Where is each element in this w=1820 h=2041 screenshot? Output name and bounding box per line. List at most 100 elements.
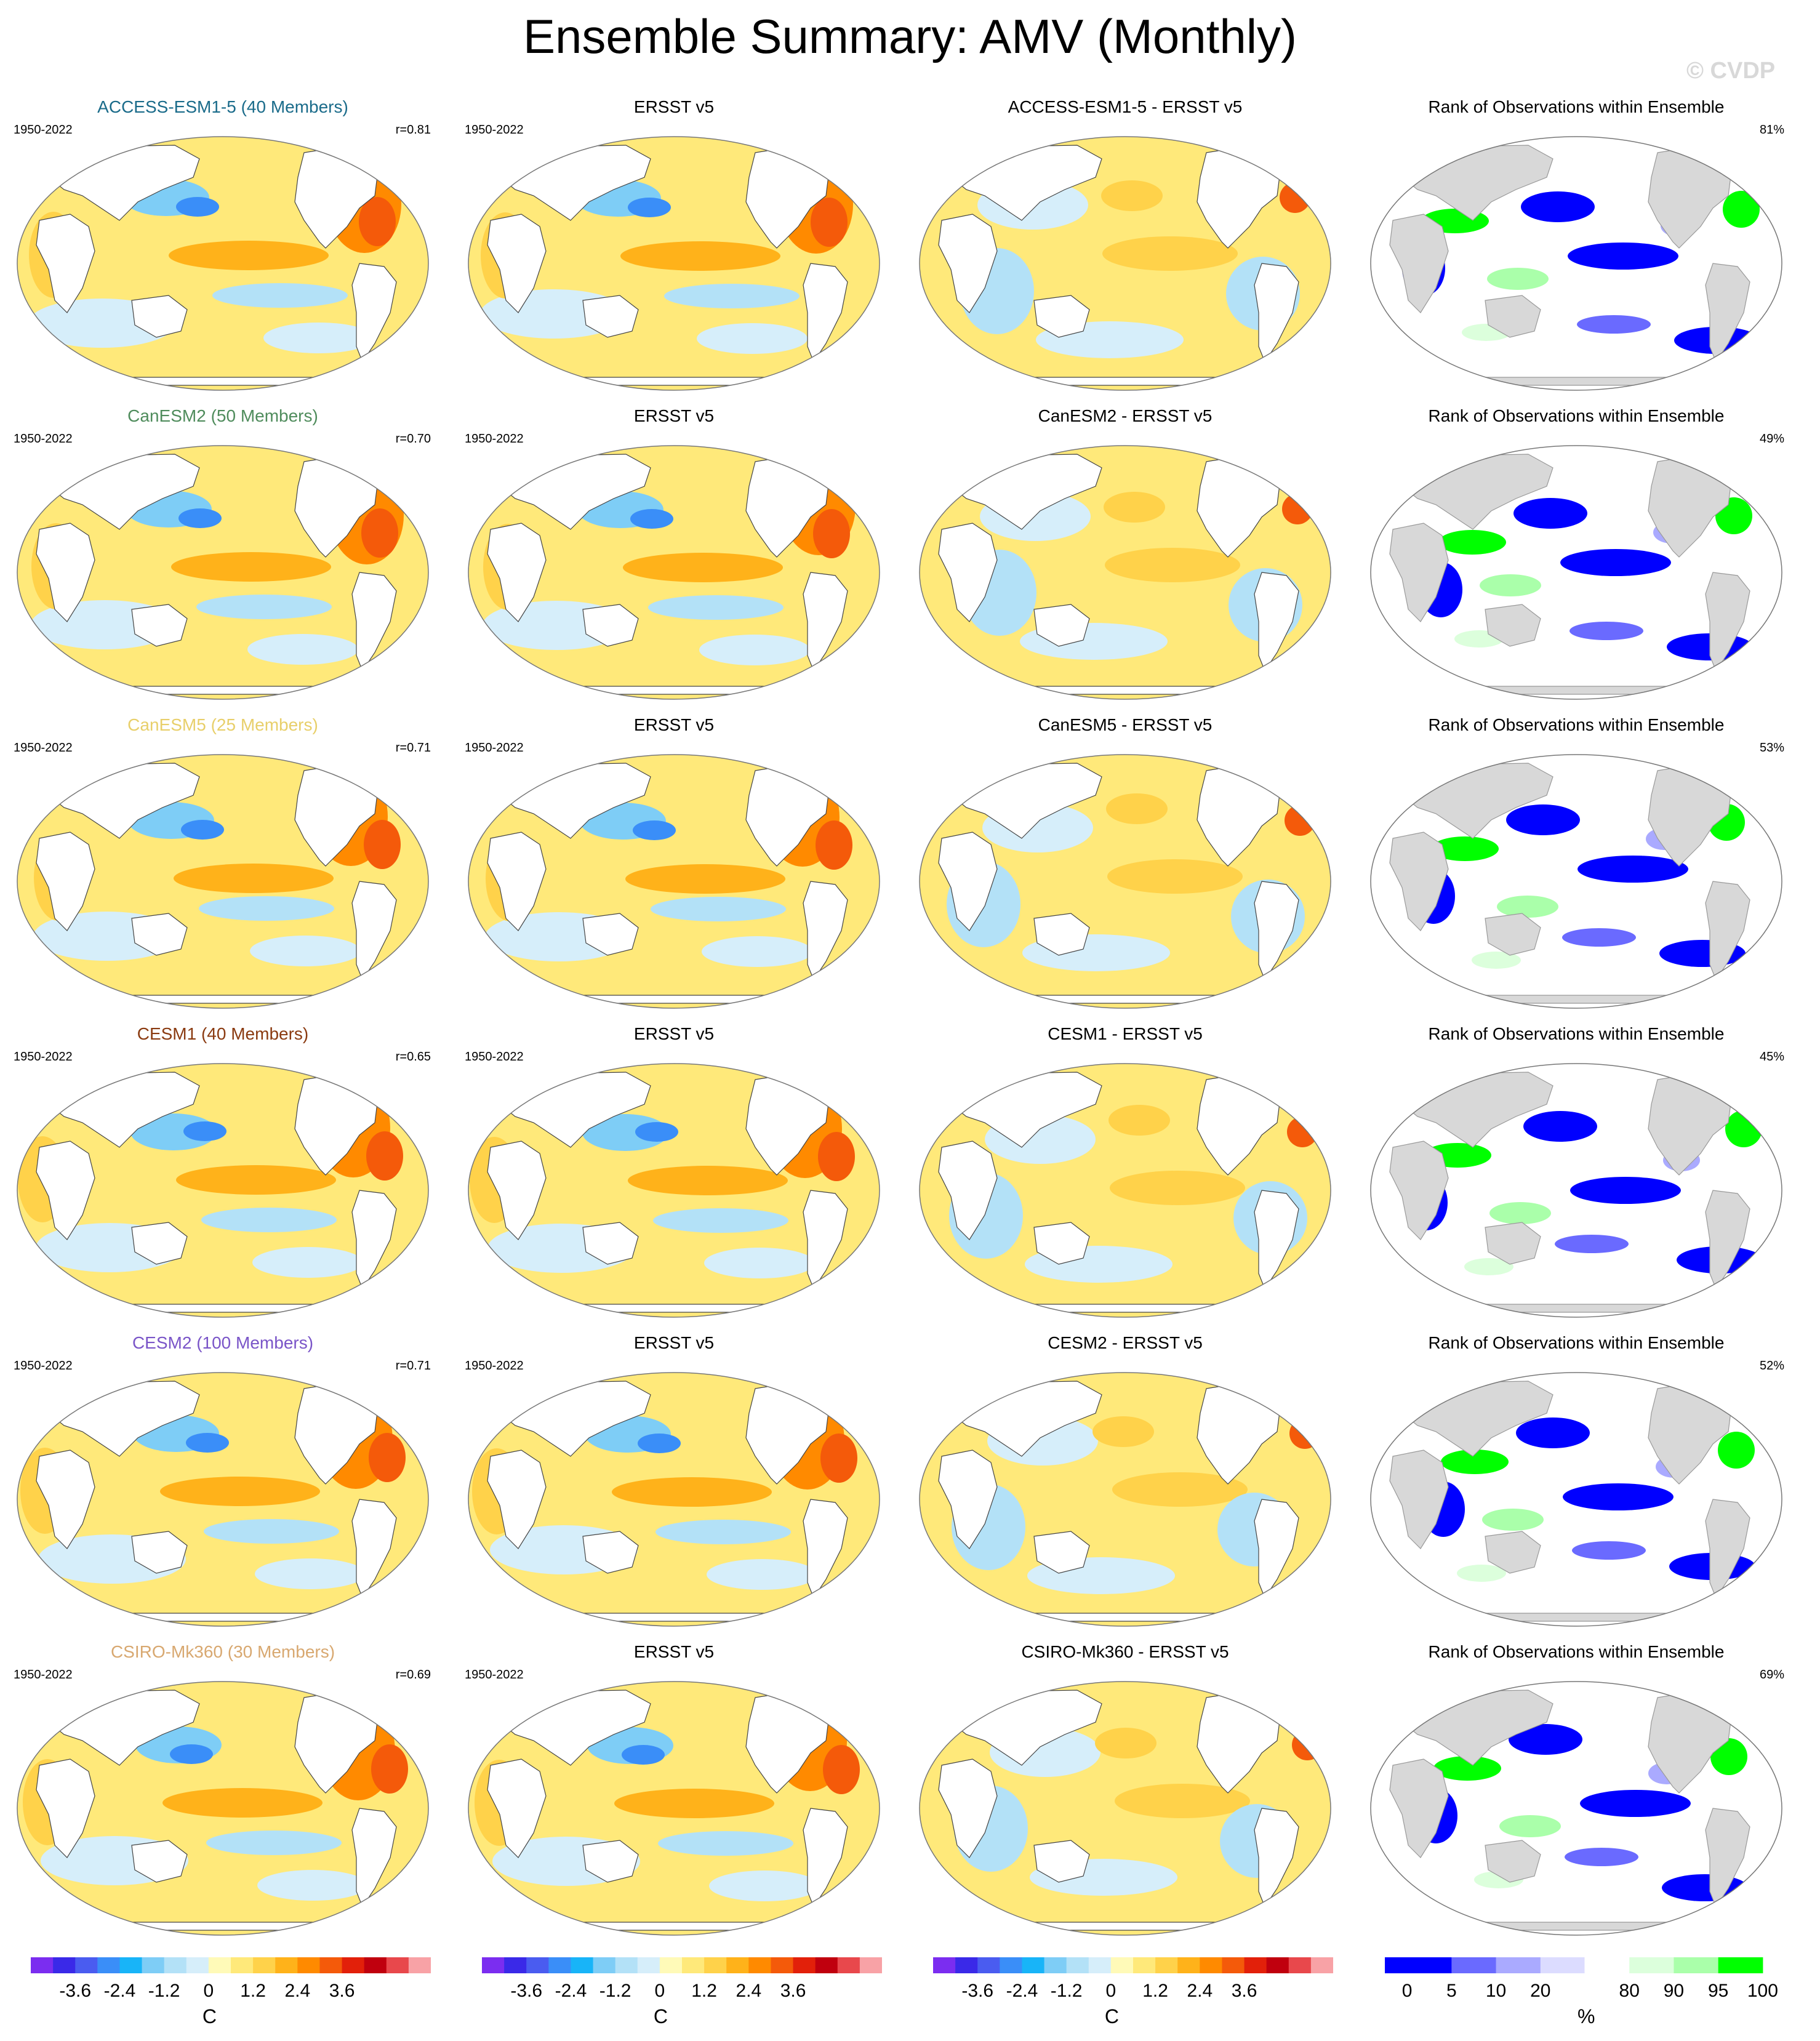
panel-period: 1950-2022	[465, 1668, 524, 1682]
colorbar-tick-label: 2.4	[1187, 1981, 1213, 2001]
colorbar-swatch	[482, 1957, 505, 1973]
diff-panel: CESM2 - ERSST v5	[910, 1333, 1341, 1641]
pattern-correlation: r=0.65	[395, 1050, 431, 1064]
colorbar-swatch	[319, 1957, 343, 1973]
model-panel: CSIRO-Mk360 (30 Members) 1950-2022 r=0.69	[7, 1642, 438, 1950]
rank-panel: Rank of Observations within Ensemble 81%	[1361, 97, 1792, 405]
colorbar-swatch	[1222, 1957, 1245, 1973]
colorbar-tick-label: 0	[203, 1981, 214, 2001]
colorbar-swatch	[142, 1957, 165, 1973]
panel-title: CSIRO-Mk360 - ERSST v5	[1021, 1642, 1229, 1661]
panel-title: ACCESS-ESM1-5 - ERSST v5	[1008, 97, 1243, 116]
model-panel: CESM1 (40 Members) 1950-2022 r=0.65	[7, 1024, 438, 1332]
panel-title: CanESM2 (50 Members)	[127, 406, 318, 425]
colorbar-tick-label: -2.4	[1006, 1981, 1038, 2001]
rank-panel: Rank of Observations within Ensemble 52%	[1361, 1333, 1792, 1641]
obs-panel: ERSST v5 1950-2022	[459, 1024, 889, 1332]
rank-percent: 81%	[1759, 123, 1784, 137]
colorbar-swatch	[837, 1957, 860, 1973]
rank-panel: Rank of Observations within Ensemble 49%	[1361, 406, 1792, 714]
colorbar-tick-label: 0	[654, 1981, 665, 2001]
colorbar-swatch	[704, 1957, 727, 1973]
colorbar-tick-label: 2.4	[736, 1981, 762, 2001]
colorbar-tick-label: 1.2	[691, 1981, 717, 2001]
panel-period: 1950-2022	[465, 1359, 524, 1373]
obs-map	[468, 754, 880, 1009]
diff-map	[919, 445, 1331, 700]
colorbar-swatch	[815, 1957, 838, 1973]
colorbar-tick-label: 0	[1105, 1981, 1116, 2001]
diff-map	[919, 136, 1331, 391]
colorbar-swatch	[726, 1957, 749, 1973]
panel-title: ACCESS-ESM1-5 (40 Members)	[97, 97, 348, 116]
panel-title: Rank of Observations within Ensemble	[1428, 1642, 1725, 1661]
colorbar-swatch	[1451, 1957, 1497, 1973]
panel-title: Rank of Observations within Ensemble	[1428, 715, 1725, 734]
colorbar-swatch	[408, 1957, 431, 1973]
model-panel: CESM2 (100 Members) 1950-2022 r=0.71	[7, 1333, 438, 1641]
colorbar-unit: C	[202, 2005, 217, 2027]
panel-title: Rank of Observations within Ensemble	[1428, 1024, 1725, 1043]
colorbar-tick-label: 20	[1530, 1981, 1551, 2001]
colorbar-swatch	[364, 1957, 387, 1973]
colorbar-swatch	[1155, 1957, 1178, 1973]
obs-map	[468, 1681, 880, 1936]
rank-percent: 69%	[1759, 1668, 1784, 1682]
rank-colorbar	[1385, 1957, 1785, 1976]
rank-map	[1370, 1372, 1782, 1627]
rank-map	[1370, 445, 1782, 700]
colorbar-swatch	[31, 1957, 54, 1973]
panel-title: CESM2 - ERSST v5	[1048, 1333, 1203, 1352]
colorbar-tick-label: 100	[1747, 1981, 1778, 2001]
panel-title: ERSST v5	[633, 715, 715, 734]
colorbar-swatch	[859, 1957, 883, 1973]
obs-panel: ERSST v5 1950-2022	[459, 97, 889, 405]
colorbar-swatch	[682, 1957, 705, 1973]
colorbar-swatch	[548, 1957, 571, 1973]
colorbar-swatch	[1288, 1957, 1312, 1973]
panel-title: Rank of Observations within Ensemble	[1428, 97, 1725, 116]
diff-panel: CSIRO-Mk360 - ERSST v5	[910, 1642, 1341, 1950]
colorbar-swatch	[1629, 1957, 1674, 1973]
colorbar-swatch	[208, 1957, 231, 1973]
obs-panel: ERSST v5 1950-2022	[459, 406, 889, 714]
colorbar-tick-label: 3.6	[1231, 1981, 1257, 2001]
colorbar-swatch	[955, 1957, 978, 1973]
page-title: Ensemble Summary: AMV (Monthly)	[523, 9, 1297, 63]
colorbar-swatch	[504, 1957, 527, 1973]
panel-period: 1950-2022	[465, 432, 524, 446]
colorbar-swatch	[297, 1957, 320, 1973]
colorbar-swatch	[1385, 1957, 1452, 1973]
colorbar-swatch	[119, 1957, 143, 1973]
panel-title: Rank of Observations within Ensemble	[1428, 406, 1725, 425]
colorbar-swatch	[1000, 1957, 1022, 1973]
colorbar-tick-label: 10	[1485, 1981, 1507, 2001]
model-map	[17, 1372, 429, 1627]
panel-period: 1950-2022	[465, 123, 524, 137]
pattern-correlation: r=0.71	[395, 1359, 431, 1373]
model-map	[17, 445, 429, 700]
colorbar-tick-label: -3.6	[961, 1981, 994, 2001]
pattern-correlation: r=0.71	[395, 741, 431, 755]
colorbar-swatch	[1177, 1957, 1200, 1973]
colorbar-swatch	[1133, 1957, 1156, 1973]
colorbar-tick-label: 5	[1446, 1981, 1457, 2001]
panel-period: 1950-2022	[14, 741, 73, 755]
colorbar-swatch	[253, 1957, 276, 1973]
panel-title: Rank of Observations within Ensemble	[1428, 1333, 1725, 1352]
diff-panel: CanESM5 - ERSST v5	[910, 715, 1341, 1023]
model-panel: CanESM5 (25 Members) 1950-2022 r=0.71	[7, 715, 438, 1023]
colorbar-tick-label: -3.6	[59, 1981, 92, 2001]
model-map	[17, 1063, 429, 1318]
panel-title: ERSST v5	[633, 1333, 715, 1352]
panel-title: CESM1 - ERSST v5	[1048, 1024, 1203, 1043]
rank-map	[1370, 136, 1782, 391]
colorbar-tick-label: -2.4	[555, 1981, 587, 2001]
model-map	[17, 1681, 429, 1936]
rank-map	[1370, 1681, 1782, 1936]
colorbar-tick-label: 1.2	[1142, 1981, 1168, 2001]
panel-title: ERSST v5	[633, 97, 715, 116]
colorbar-tick-label: 1.2	[240, 1981, 266, 2001]
rank-map	[1370, 1063, 1782, 1318]
colorbar-swatch	[571, 1957, 594, 1973]
